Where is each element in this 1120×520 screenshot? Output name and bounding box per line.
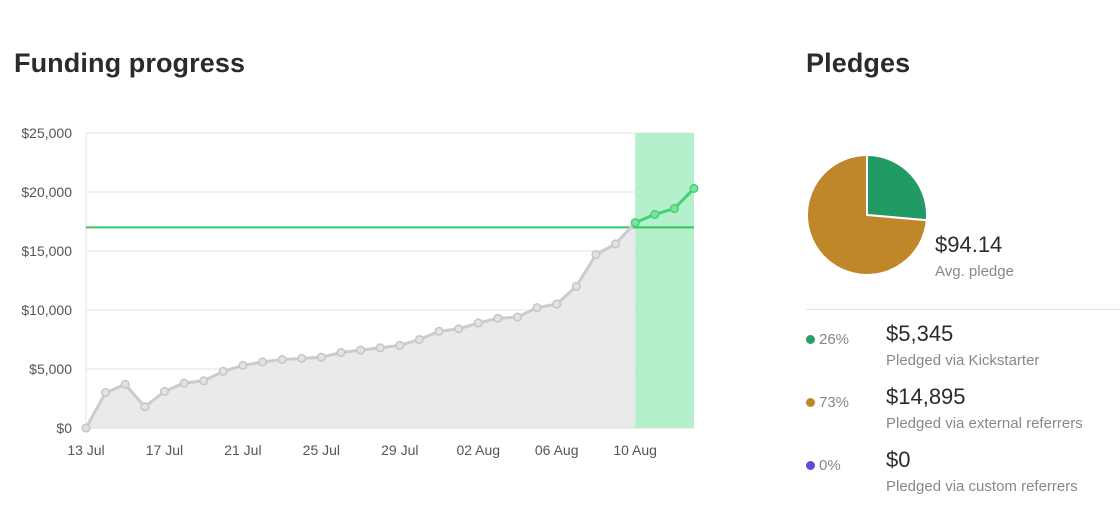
pledge-description: Pledged via Kickstarter	[886, 352, 1040, 369]
pledge-description: Pledged via custom referrers	[886, 478, 1078, 495]
data-point	[199, 376, 209, 386]
data-point	[512, 312, 523, 322]
data-point	[493, 313, 503, 323]
y-tick-label: $5,000	[29, 361, 72, 377]
funding-progress-chart: $0 $5,000 $10,000 $15,000 $20,000 $25,000 13 J…	[21, 125, 699, 458]
data-point	[297, 353, 307, 363]
avg-pledge-label: Avg. pledge	[935, 263, 1014, 280]
data-point	[669, 203, 679, 214]
y-tick-label: $20,000	[21, 184, 72, 200]
data-point	[689, 183, 699, 194]
pledge-amount: $5,345	[886, 321, 954, 346]
y-tick-label: $0	[56, 420, 72, 436]
data-point	[454, 324, 464, 334]
pledge-row-external: 73% $14,895 Pledged via external referre…	[806, 384, 1120, 434]
pledge-description: Pledged via external referrers	[886, 415, 1083, 432]
x-tick-label: 25 Jul	[303, 442, 340, 458]
data-point	[218, 366, 228, 376]
pledge-amount: $14,895	[886, 384, 966, 409]
legend-dot-external	[806, 398, 815, 407]
data-point	[650, 209, 660, 219]
pie-slice	[866, 153, 928, 222]
pledge-row-custom: 0% $0 Pledged via custom referrers	[806, 447, 1120, 497]
data-point	[610, 239, 621, 249]
pledges-divider	[806, 309, 1120, 310]
data-point	[571, 281, 581, 291]
pledges-pie-chart	[806, 153, 928, 276]
x-tick-label: 29 Jul	[381, 442, 418, 458]
funded-line	[634, 187, 696, 225]
data-point	[101, 388, 111, 398]
avg-pledge-value: $94.14	[935, 232, 1003, 257]
x-tick-label: 02 Aug	[456, 442, 500, 458]
data-point	[414, 334, 424, 345]
data-point	[316, 352, 326, 362]
funding-progress-title: Funding progress	[14, 48, 246, 78]
x-tick-label: 17 Jul	[146, 442, 183, 458]
x-tick-label: 21 Jul	[224, 442, 261, 458]
y-tick-label: $15,000	[21, 243, 72, 259]
data-point	[257, 357, 268, 367]
pledges-title: Pledges	[806, 48, 911, 78]
data-point	[140, 402, 150, 412]
pledge-row-kickstarter: 26% $5,345 Pledged via Kickstarter	[806, 321, 1120, 371]
pledge-percent: 0%	[819, 457, 841, 474]
x-tick-label: 13 Jul	[67, 442, 104, 458]
data-point	[277, 355, 287, 365]
legend-dot-kickstarter	[806, 335, 815, 344]
data-point	[179, 378, 189, 388]
data-point	[81, 423, 91, 433]
data-point	[434, 326, 444, 336]
legend-dot-custom	[806, 461, 815, 470]
funding-area	[86, 222, 636, 428]
data-point	[159, 386, 170, 396]
data-point	[395, 340, 405, 350]
data-point	[356, 345, 366, 355]
data-point	[591, 249, 601, 260]
x-tick-label: 10 Aug	[613, 442, 657, 458]
funded-area	[635, 133, 694, 428]
data-point	[532, 303, 542, 313]
data-point	[630, 218, 640, 228]
data-point	[336, 347, 346, 358]
pie-slice	[806, 153, 928, 276]
data-point	[120, 379, 130, 389]
pledge-percent: 26%	[819, 331, 850, 348]
data-point	[375, 343, 385, 353]
y-tick-label: $10,000	[21, 302, 72, 318]
y-tick-label: $25,000	[21, 125, 72, 141]
pledge-amount: $0	[886, 447, 911, 472]
data-point	[473, 318, 483, 328]
data-point	[238, 360, 248, 371]
pledge-percent: 73%	[819, 394, 850, 411]
data-point	[552, 299, 562, 309]
x-tick-label: 06 Aug	[535, 442, 579, 458]
